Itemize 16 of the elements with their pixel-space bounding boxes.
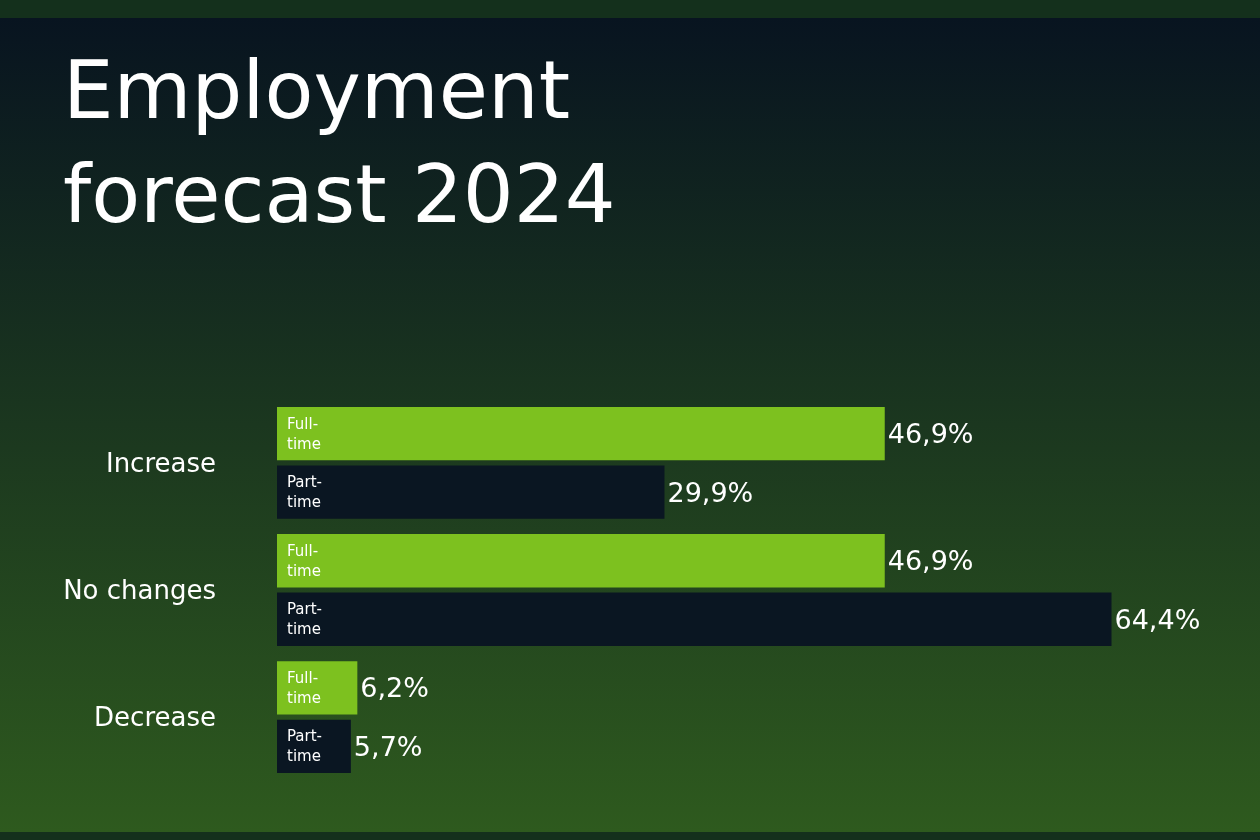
chart-title: Employment forecast 2024	[63, 43, 616, 241]
series-label: Full-time	[287, 669, 321, 707]
y-tick-label: No changes	[63, 575, 216, 606]
data-label: 46,9%	[887, 418, 974, 450]
text: Full-time	[287, 415, 321, 453]
data-label: 46,9%	[887, 545, 974, 577]
data-label: 64,4%	[1114, 603, 1201, 635]
text: Part-time	[287, 473, 323, 511]
series-label: Part-time	[287, 727, 323, 765]
text: Full-time	[287, 542, 321, 580]
data-label: 29,9%	[667, 476, 754, 508]
data-label: 6,2%	[360, 672, 429, 704]
y-tick-label: Decrease	[94, 702, 216, 733]
text: Part-time	[287, 600, 323, 638]
data-label: 5,7%	[353, 730, 423, 762]
y-tick-label: Increase	[105, 447, 216, 478]
